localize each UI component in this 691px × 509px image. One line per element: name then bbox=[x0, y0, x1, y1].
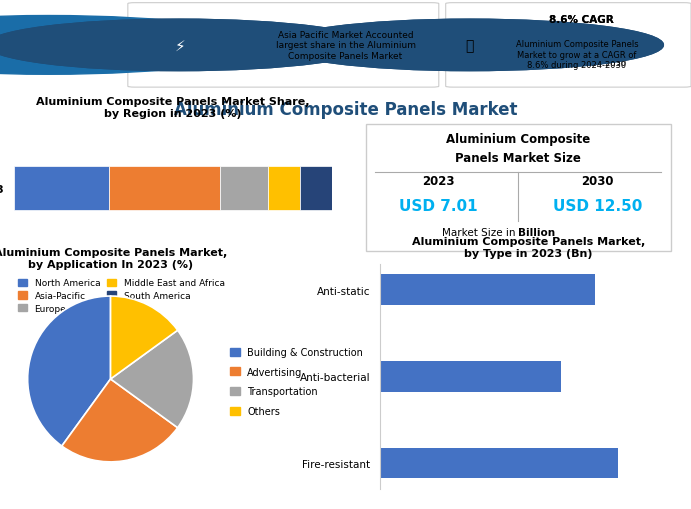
Text: 🔥: 🔥 bbox=[466, 39, 474, 53]
Bar bbox=[380, 448, 618, 478]
Legend: North America, Asia-Pacific, Europe, Middle East and Africa, South America: North America, Asia-Pacific, Europe, Mid… bbox=[19, 279, 225, 313]
Text: Aluminium Composite Panels
Market to grow at a CAGR of
8.6% during 2024-2030: Aluminium Composite Panels Market to gro… bbox=[515, 40, 638, 70]
Text: 2023: 2023 bbox=[422, 175, 455, 188]
Text: 🔥: 🔥 bbox=[466, 39, 474, 53]
Text: Aluminium Composite Panels
Market to grow at a CAGR of
8.6% during 2024-2030: Aluminium Composite Panels Market to gro… bbox=[515, 38, 638, 68]
Text: 8.6% CAGR: 8.6% CAGR bbox=[549, 15, 614, 25]
Circle shape bbox=[0, 20, 373, 71]
Wedge shape bbox=[28, 296, 111, 446]
Circle shape bbox=[276, 20, 663, 71]
Bar bbox=[380, 361, 561, 392]
Text: USD 12.50: USD 12.50 bbox=[553, 199, 643, 214]
Text: 🌍: 🌍 bbox=[42, 35, 55, 53]
Text: Panels Market Size: Panels Market Size bbox=[455, 151, 581, 164]
Text: Aluminium Composite Panels Market: Aluminium Composite Panels Market bbox=[173, 100, 518, 119]
Text: Asia Pacific Market Accounted
largest share in the Aluminium
Composite Panels Ma: Asia Pacific Market Accounted largest sh… bbox=[276, 31, 415, 61]
FancyBboxPatch shape bbox=[446, 4, 691, 88]
Title: Aluminium Composite Panels Market,
by Type in 2023 (Bn): Aluminium Composite Panels Market, by Ty… bbox=[412, 237, 645, 259]
Text: Asia Pacific Market Accounted
largest share in the Aluminium
Composite Panels Ma: Asia Pacific Market Accounted largest sh… bbox=[276, 31, 415, 61]
Bar bbox=[380, 275, 595, 305]
Wedge shape bbox=[111, 296, 178, 379]
Bar bbox=[220, 166, 268, 210]
Circle shape bbox=[276, 20, 663, 71]
Text: ⚡: ⚡ bbox=[174, 38, 185, 53]
Text: Billion: Billion bbox=[518, 228, 556, 238]
Circle shape bbox=[0, 20, 373, 71]
Bar bbox=[14, 166, 109, 210]
FancyBboxPatch shape bbox=[366, 125, 671, 252]
Wedge shape bbox=[61, 379, 178, 462]
Text: Market Size in: Market Size in bbox=[442, 228, 518, 238]
FancyBboxPatch shape bbox=[128, 4, 439, 88]
Text: USD 7.01: USD 7.01 bbox=[399, 199, 478, 214]
Circle shape bbox=[0, 16, 269, 75]
Text: Aluminium Composite: Aluminium Composite bbox=[446, 133, 590, 146]
Bar bbox=[109, 166, 220, 210]
Legend: Building & Construction, Advertising, Transportation, Others: Building & Construction, Advertising, Tr… bbox=[226, 344, 367, 420]
Text: 2030: 2030 bbox=[581, 175, 614, 188]
Title: Aluminium Composite Panels Market Share,
by Region in 2023 (%): Aluminium Composite Panels Market Share,… bbox=[36, 97, 310, 119]
Wedge shape bbox=[111, 330, 193, 428]
Bar bbox=[268, 166, 300, 210]
Text: MMR: MMR bbox=[90, 39, 128, 53]
Bar bbox=[300, 166, 332, 210]
Text: ⚡: ⚡ bbox=[174, 38, 185, 53]
Text: 8.6% CAGR: 8.6% CAGR bbox=[549, 15, 614, 25]
Title: Aluminium Composite Panels Market,
by Application In 2023 (%): Aluminium Composite Panels Market, by Ap… bbox=[0, 248, 227, 269]
